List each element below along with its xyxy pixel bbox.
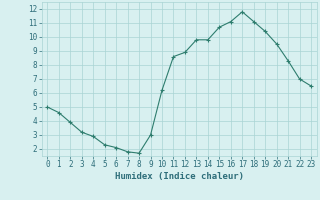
X-axis label: Humidex (Indice chaleur): Humidex (Indice chaleur) bbox=[115, 172, 244, 181]
